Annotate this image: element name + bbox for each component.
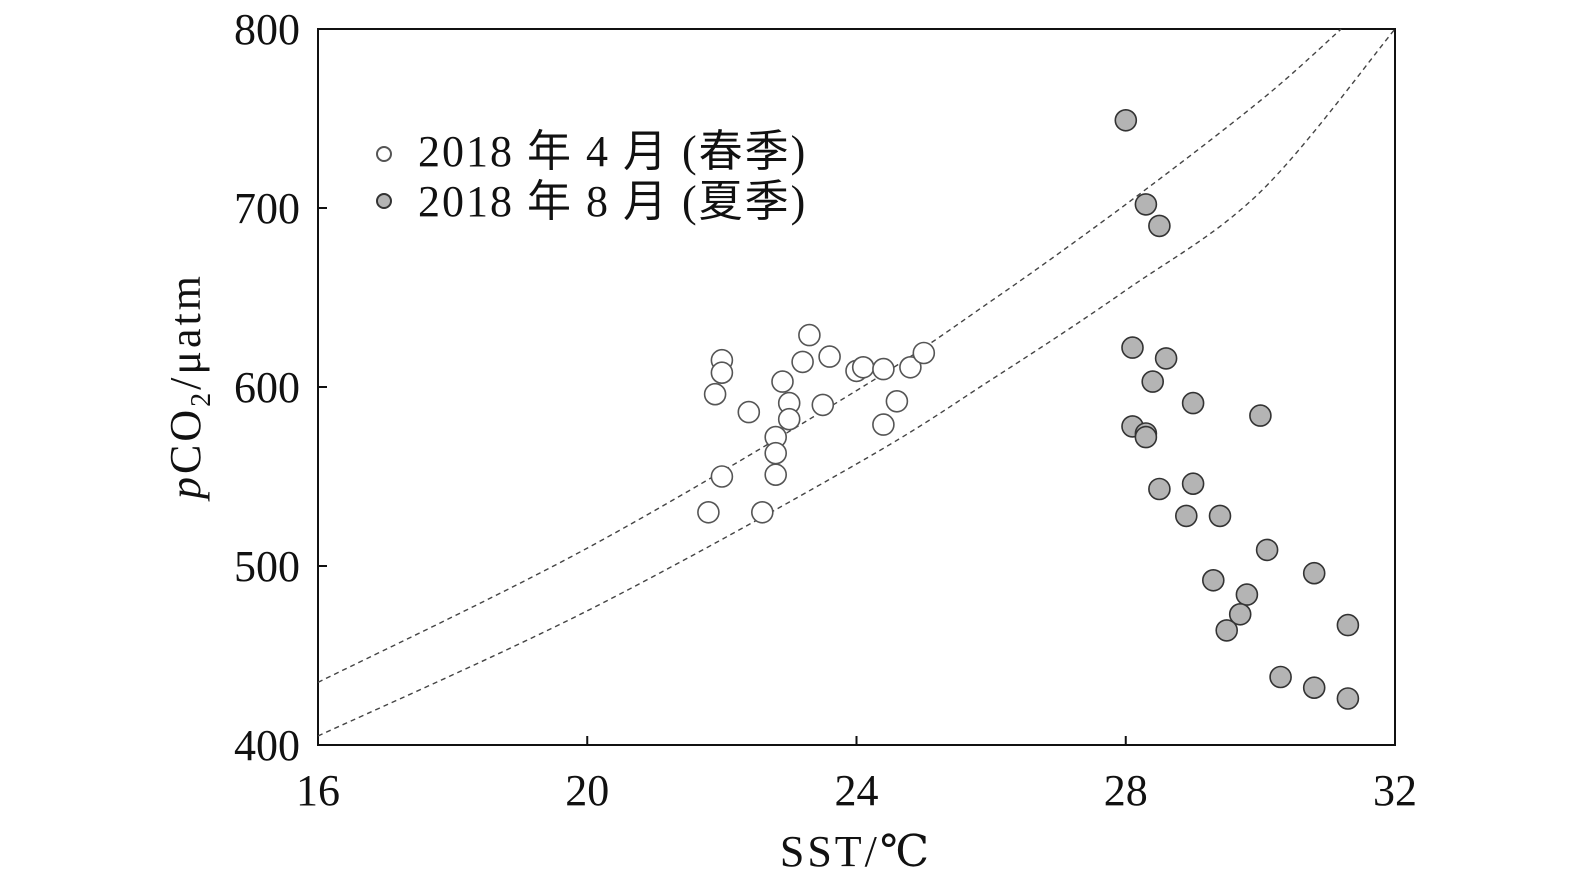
y-tick-label: 700 — [234, 184, 300, 233]
summer-data-point — [1154, 347, 1178, 370]
y-tick-label: 500 — [234, 542, 300, 591]
spring-data-point — [818, 345, 841, 368]
summer-data-point — [1148, 477, 1171, 501]
legend-marker-summer — [376, 193, 392, 209]
legend-marker-spring — [376, 146, 392, 162]
y-axis-title-suffix: /μatm — [161, 273, 210, 390]
spring-data-point — [912, 341, 936, 365]
spring-data-point — [791, 350, 814, 374]
x-tick-label: 28 — [1104, 766, 1148, 815]
summer-data-point — [1121, 336, 1144, 359]
spring-data-point — [703, 382, 727, 406]
spring-data-point — [764, 463, 788, 487]
y-axis-title-prefix: p — [161, 474, 210, 502]
legend-label-spring: 2018 年 4 月 (春季) — [418, 127, 807, 176]
spring-data-point — [851, 355, 875, 379]
summer-data-point — [1302, 676, 1326, 700]
spring-data-point — [771, 370, 794, 393]
axis-ticks — [318, 207, 1127, 745]
tick-labels: 16 20 24 28 32 400 500 600 700 800 — [234, 5, 1417, 815]
summer-data-point — [1302, 561, 1326, 585]
summer-data-point — [1208, 504, 1232, 528]
summer-data-point — [1255, 538, 1279, 562]
y-axis-title-main: CO — [161, 407, 210, 474]
summer-data-point — [1249, 404, 1272, 427]
spring-data-point — [750, 500, 774, 524]
spring-data-point — [872, 357, 895, 381]
spring-data-point — [764, 441, 788, 465]
x-tick-label: 20 — [565, 766, 609, 815]
reference-curve-1 — [317, 28, 1342, 684]
spring-data-point — [811, 393, 835, 417]
x-tick-label: 32 — [1373, 766, 1417, 815]
legend-label-summer: 2018 年 8 月 (夏季) — [418, 177, 807, 226]
spring-data-point — [710, 361, 734, 385]
summer-data-point — [1202, 568, 1225, 592]
data-points — [697, 109, 1360, 710]
y-tick-label: 600 — [234, 363, 300, 412]
y-axis-title: pCO2/μatm — [161, 273, 217, 502]
x-axis-title: SST/℃ — [780, 827, 932, 876]
summer-data-point — [1114, 109, 1138, 132]
summer-data-point — [1228, 602, 1252, 626]
summer-data-point — [1336, 687, 1360, 710]
summer-data-point — [1269, 665, 1292, 689]
summer-data-point — [1235, 583, 1259, 606]
spring-data-point — [697, 500, 720, 524]
spring-data-point — [777, 407, 801, 431]
y-tick-label: 400 — [234, 721, 300, 770]
x-tick-label: 16 — [296, 766, 340, 815]
summer-data-point — [1134, 193, 1158, 216]
summer-data-point — [1134, 425, 1158, 449]
legend: 2018 年 4 月 (春季) 2018 年 8 月 (夏季) — [376, 127, 807, 226]
summer-data-point — [1181, 472, 1205, 496]
spring-data-point — [872, 413, 895, 436]
spring-data-point — [885, 389, 909, 413]
reference-curve-2 — [317, 28, 1396, 737]
reference-curves — [317, 28, 1396, 737]
y-axis-title-subscript: 2 — [186, 390, 217, 407]
summer-data-point — [1181, 391, 1205, 415]
y-tick-label: 800 — [234, 5, 300, 54]
summer-data-point — [1148, 214, 1171, 238]
spring-data-point — [798, 323, 821, 347]
x-tick-label: 24 — [835, 766, 879, 815]
summer-data-point — [1175, 504, 1198, 528]
summer-data-point — [1141, 370, 1164, 393]
spring-data-point — [737, 400, 761, 424]
spring-data-point — [710, 465, 734, 488]
spring-data-point — [899, 355, 922, 379]
summer-data-point — [1336, 613, 1360, 637]
summer-data-point — [1215, 619, 1238, 642]
